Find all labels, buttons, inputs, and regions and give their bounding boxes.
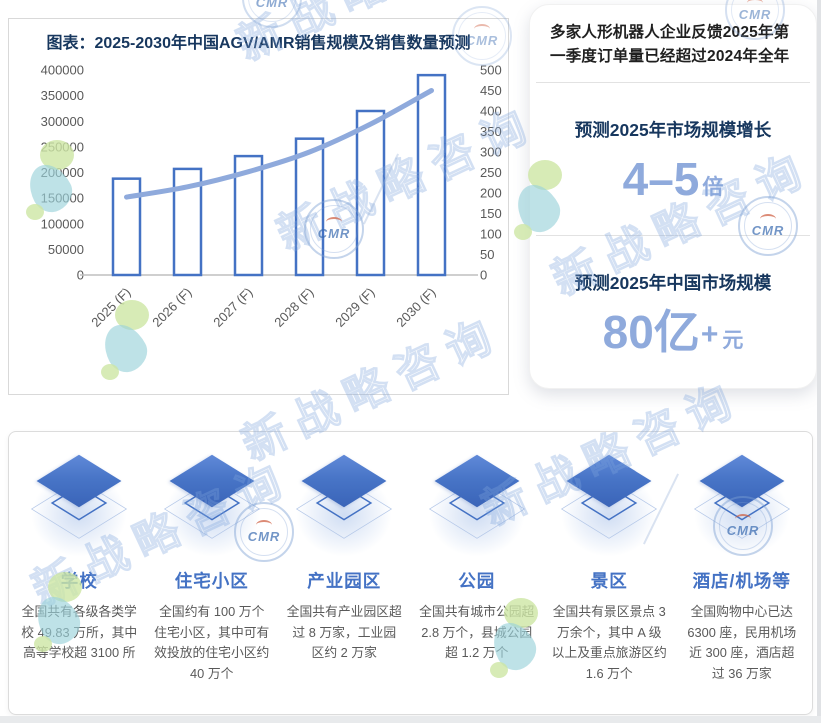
category-label: 景区 (590, 571, 628, 591)
chart-title: 图表：2025-2030年中国AGV/AMR销售规模及销售数量预测 (46, 35, 471, 52)
growth-section: 预测2025年市场规模增长 4–5 倍 (530, 83, 816, 235)
category-desc: 全国共有产业园区超过 8 万家，工业园区约 2 万家 (286, 604, 402, 661)
svg-text:350000: 350000 (41, 88, 84, 103)
market-size-number: 80亿 (602, 305, 700, 358)
growth-unit: 倍 (702, 176, 724, 200)
svg-text:150: 150 (480, 206, 502, 221)
category-column: 产业园区 全国共有产业园区超过 8 万家，工业园区约 2 万家 (278, 445, 411, 706)
svg-text:2029 (F): 2029 (F) (332, 285, 377, 330)
svg-text:150000: 150000 (41, 191, 84, 206)
category-label: 酒店/机场等 (692, 571, 791, 591)
diamond-stack-icon (423, 445, 531, 563)
svg-text:300: 300 (480, 145, 502, 160)
category-column: 酒店/机场等 全国购物中心已达 6300 座，民用机场近 300 座，酒店超过 … (676, 445, 809, 706)
chart-panel: 图表：2025-2030年中国AGV/AMR销售规模及销售数量预测 0 50000… (8, 18, 509, 395)
svg-text:400: 400 (480, 104, 502, 119)
category-desc: 全国共有各级各类学校 49.83 万所，其中高等学校超 3100 所 (21, 604, 138, 661)
diamond-stack-icon (158, 445, 266, 563)
market-size-unit: 元 (722, 329, 744, 353)
market-size-section: 预测2025年中国市场规模 80亿 + 元 (530, 236, 816, 388)
svg-text:350: 350 (480, 124, 502, 139)
category-desc: 全国购物中心已达 6300 座，民用机场近 300 座，酒店超过 36 万家 (687, 604, 797, 682)
market-size-title: 预测2025年中国市场规模 (574, 272, 772, 293)
svg-text:450: 450 (480, 83, 502, 98)
growth-number: 4–5 (622, 152, 700, 205)
insight-headline: 多家人形机器人企业反馈2025年第一季度订单量已经超过2024年全年 (550, 24, 790, 66)
category-column: 学校 全国共有各级各类学校 49.83 万所，其中高等学校超 3100 所 (13, 445, 146, 706)
svg-text:200000: 200000 (41, 165, 84, 180)
svg-text:200: 200 (480, 186, 502, 201)
svg-text:50: 50 (480, 247, 494, 262)
svg-text:400000: 400000 (41, 63, 84, 78)
divider (536, 235, 810, 237)
category-column: 住宅小区 全国约有 100 万个住宅小区，其中可有效投放的住宅小区约 40 万个 (146, 445, 279, 706)
category-column: 景区 全国共有景区景点 3 万余个，其中 A 级以上及重点旅游区约 1.6 万个 (543, 445, 676, 706)
category-desc: 全国约有 100 万个住宅小区，其中可有效投放的住宅小区约 40 万个 (154, 604, 270, 682)
svg-text:500: 500 (480, 63, 502, 78)
svg-text:250000: 250000 (41, 140, 84, 155)
bar-line-chart: 0 50000 100000 150000 200000 250000 300000 3500… (9, 57, 508, 369)
category-label: 产业园区 (307, 571, 382, 591)
market-size-value: 80亿 + 元 (602, 305, 744, 358)
insight-card: 多家人形机器人企业反馈2025年第一季度订单量已经超过2024年全年 预测202… (529, 4, 817, 389)
category-row: 学校 全国共有各级各类学校 49.83 万所，其中高等学校超 3100 所 住宅… (13, 445, 808, 706)
category-label: 住宅小区 (174, 571, 249, 591)
svg-text:2028 (F): 2028 (F) (271, 285, 316, 330)
svg-text:100: 100 (480, 227, 502, 242)
svg-text:0: 0 (480, 268, 487, 283)
window-edge (817, 0, 821, 723)
svg-text:300000: 300000 (41, 114, 84, 129)
growth-section-title: 预测2025年市场规模增长 (574, 119, 772, 140)
category-column: 公园 全国共有城市公园超 2.8 万个，县城公园超 1.2 万个 (411, 445, 544, 706)
svg-text:2030 (F): 2030 (F) (393, 285, 438, 330)
categories-panel: 学校 全国共有各级各类学校 49.83 万所，其中高等学校超 3100 所 住宅… (8, 431, 813, 715)
svg-text:50000: 50000 (48, 242, 84, 257)
market-size-plus: + (700, 318, 719, 352)
diamond-stack-icon (290, 445, 398, 563)
diamond-stack-icon (25, 445, 133, 563)
svg-text:2026 (F): 2026 (F) (149, 285, 194, 330)
category-label: 公园 (458, 571, 496, 591)
svg-text:2025 (F): 2025 (F) (88, 285, 133, 330)
divider (536, 82, 810, 84)
window-edge (0, 716, 821, 723)
category-desc: 全国共有景区景点 3 万余个，其中 A 级以上及重点旅游区约 1.6 万个 (551, 604, 667, 682)
diamond-stack-icon (688, 445, 796, 563)
diamond-stack-icon (555, 445, 663, 563)
svg-text:250: 250 (480, 165, 502, 180)
category-desc: 全国共有城市公园超 2.8 万个，县城公园超 1.2 万个 (419, 604, 535, 661)
category-label: 学校 (60, 571, 98, 591)
svg-text:2027 (F): 2027 (F) (210, 285, 255, 330)
svg-text:100000: 100000 (41, 216, 84, 231)
growth-value: 4–5 倍 (622, 152, 724, 205)
